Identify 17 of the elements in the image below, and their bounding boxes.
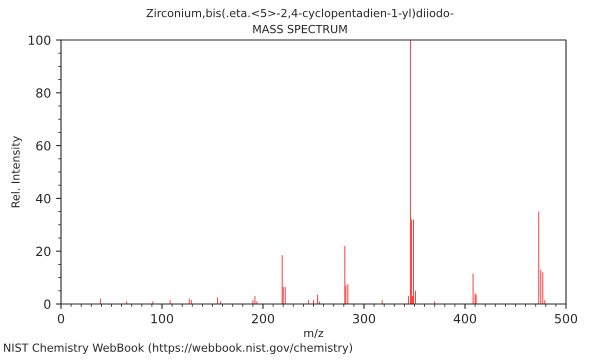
y-tick-label: 40 bbox=[36, 194, 50, 204]
y-tick-label: 20 bbox=[36, 246, 50, 256]
x-tick-label: 200 bbox=[252, 314, 274, 324]
x-axis-title: m/z bbox=[304, 328, 324, 338]
chart-title: Zirconium,bis(.eta.<5>-2,4-cyclopentadien-1-yl)diiodo- bbox=[146, 8, 454, 20]
x-tick-label: 500 bbox=[555, 314, 578, 324]
chart-subtitle: MASS SPECTRUM bbox=[253, 24, 347, 34]
y-tick-label: 100 bbox=[28, 35, 50, 45]
x-tick-label: 400 bbox=[454, 314, 476, 324]
x-tick-label: 300 bbox=[353, 314, 376, 324]
x-tick-label: 100 bbox=[151, 314, 174, 324]
text: NIST Chemistry WebBook (https://webbook.nist.gov/chemistry) bbox=[4, 343, 352, 354]
y-tick-label: 60 bbox=[36, 141, 50, 151]
y-axis-title: Rel. Intensity bbox=[11, 136, 22, 208]
y-tick-label: 0 bbox=[44, 299, 50, 309]
x-tick-label: 0 bbox=[58, 314, 64, 324]
y-tick-label: 80 bbox=[36, 88, 50, 98]
